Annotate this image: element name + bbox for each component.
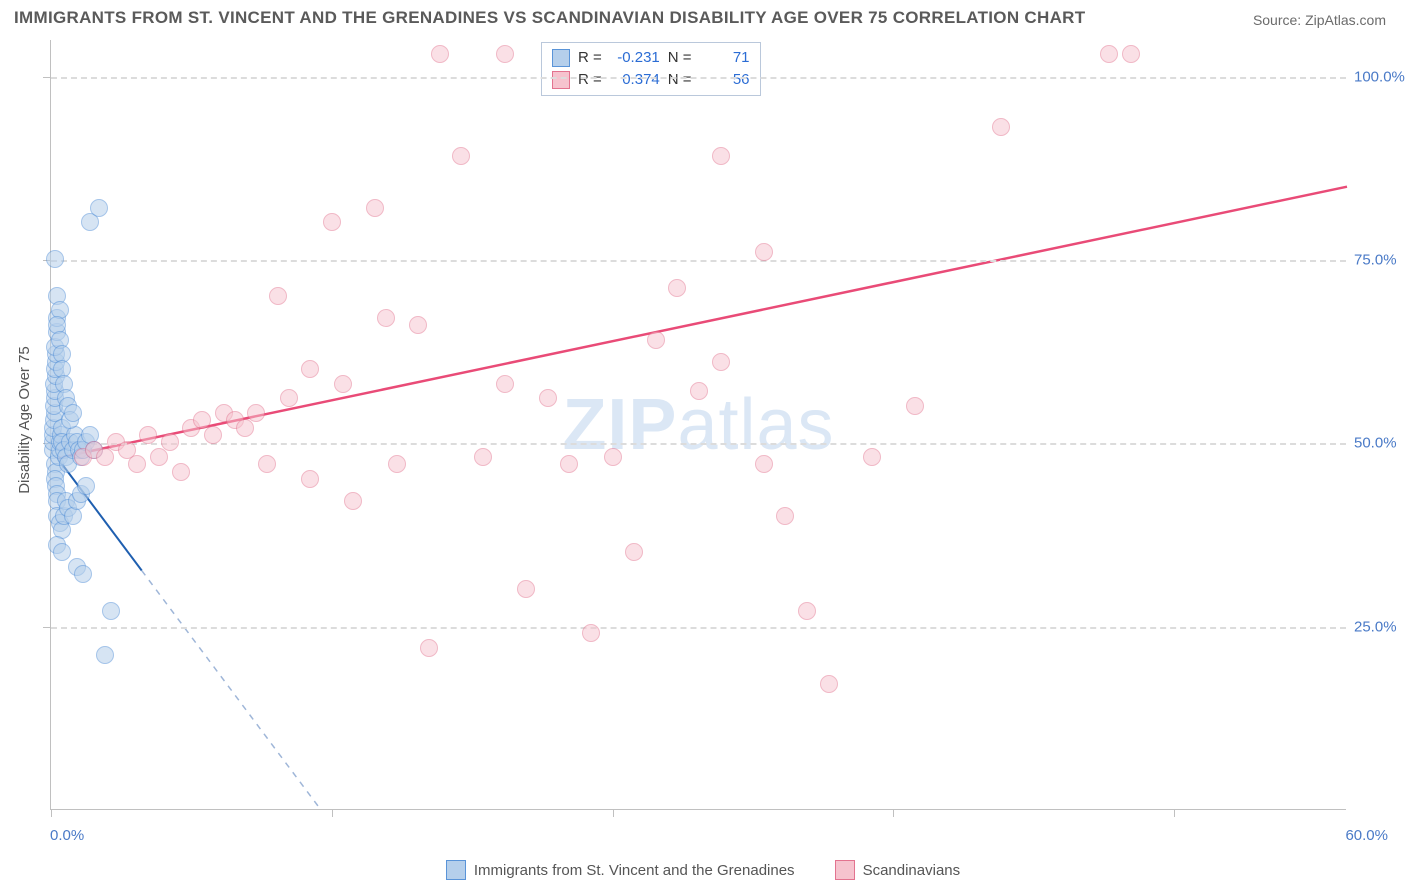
scatter-point (755, 455, 773, 473)
scatter-point (344, 492, 362, 510)
scatter-point (301, 470, 319, 488)
scatter-point (798, 602, 816, 620)
r-label-1: R = (578, 47, 602, 69)
plot-area: ZIPatlas R = -0.231 N = 71 R = 0.374 N =… (50, 40, 1346, 810)
gridline (51, 77, 1346, 79)
scatter-point (496, 375, 514, 393)
scatter-point (712, 353, 730, 371)
scatter-point (517, 580, 535, 598)
r-value-2: 0.374 (610, 69, 660, 91)
scatter-point (668, 279, 686, 297)
scatter-point (64, 404, 82, 422)
scatter-point (258, 455, 276, 473)
x-tick (893, 809, 894, 817)
scatter-point (409, 316, 427, 334)
legend-name-1: Immigrants from St. Vincent and the Gren… (474, 862, 795, 879)
legend-name-2: Scandinavians (863, 862, 961, 879)
scatter-point (1122, 45, 1140, 63)
y-tick-label: 100.0% (1354, 68, 1406, 85)
scatter-point (388, 455, 406, 473)
scatter-point (582, 624, 600, 642)
legend-row-series1: R = -0.231 N = 71 (552, 47, 750, 69)
scatter-point (452, 147, 470, 165)
y-axis-title: Disability Age Over 75 (16, 346, 33, 494)
scatter-point (172, 463, 190, 481)
scatter-point (755, 243, 773, 261)
legend-swatch-1 (552, 49, 570, 67)
correlation-legend: R = -0.231 N = 71 R = 0.374 N = 56 (541, 42, 761, 96)
scatter-point (128, 455, 146, 473)
gridline (51, 443, 1346, 445)
y-tick (43, 627, 51, 628)
scatter-point (906, 397, 924, 415)
n-label-1: N = (668, 47, 692, 69)
r-value-1: -0.231 (610, 47, 660, 69)
scatter-point (236, 419, 254, 437)
gridline (51, 627, 1346, 629)
scatter-point (150, 448, 168, 466)
source-label: Source: ZipAtlas.com (1253, 12, 1386, 28)
scatter-point (247, 404, 265, 422)
scatter-point (323, 213, 341, 231)
legend-item-1: Immigrants from St. Vincent and the Gren… (446, 860, 795, 880)
scatter-point (301, 360, 319, 378)
legend-sw-2 (835, 860, 855, 880)
y-tick-label: 75.0% (1354, 252, 1406, 269)
x-tick (1174, 809, 1175, 817)
scatter-point (102, 602, 120, 620)
legend-item-2: Scandinavians (835, 860, 961, 880)
y-tick-label: 50.0% (1354, 435, 1406, 452)
n-value-1: 71 (700, 47, 750, 69)
scatter-point (712, 147, 730, 165)
scatter-point (431, 45, 449, 63)
scatter-point (992, 118, 1010, 136)
y-tick (43, 77, 51, 78)
scatter-point (139, 426, 157, 444)
scatter-point (161, 433, 179, 451)
legend-sw-1 (446, 860, 466, 880)
scatter-point (496, 45, 514, 63)
scatter-point (820, 675, 838, 693)
scatter-point (560, 455, 578, 473)
scatter-point (269, 287, 287, 305)
scatter-point (96, 448, 114, 466)
scatter-point (96, 646, 114, 664)
x-tick (332, 809, 333, 817)
r-label-2: R = (578, 69, 602, 91)
x-max-label: 60.0% (1345, 827, 1388, 844)
scatter-point (366, 199, 384, 217)
chart-title: IMMIGRANTS FROM ST. VINCENT AND THE GREN… (14, 8, 1085, 28)
y-tick-label: 25.0% (1354, 618, 1406, 635)
x-min-label: 0.0% (50, 827, 84, 844)
scatter-point (420, 639, 438, 657)
x-tick (51, 809, 52, 817)
n-label-2: N = (668, 69, 692, 91)
scatter-point (74, 565, 92, 583)
scatter-point (90, 199, 108, 217)
scatter-point (280, 389, 298, 407)
scatter-point (334, 375, 352, 393)
scatter-point (647, 331, 665, 349)
scatter-point (474, 448, 492, 466)
scatter-point (377, 309, 395, 327)
scatter-point (776, 507, 794, 525)
n-value-2: 56 (700, 69, 750, 91)
scatter-point (539, 389, 557, 407)
legend-swatch-2 (552, 71, 570, 89)
scatter-point (690, 382, 708, 400)
series-legend: Immigrants from St. Vincent and the Gren… (0, 860, 1406, 880)
scatter-point (863, 448, 881, 466)
scatter-point (625, 543, 643, 561)
scatter-point (604, 448, 622, 466)
scatter-point (53, 543, 71, 561)
scatter-point (46, 250, 64, 268)
scatter-point (1100, 45, 1118, 63)
gridline (51, 260, 1346, 262)
scatter-point (77, 477, 95, 495)
legend-row-series2: R = 0.374 N = 56 (552, 69, 750, 91)
x-tick (613, 809, 614, 817)
scatter-point (204, 426, 222, 444)
